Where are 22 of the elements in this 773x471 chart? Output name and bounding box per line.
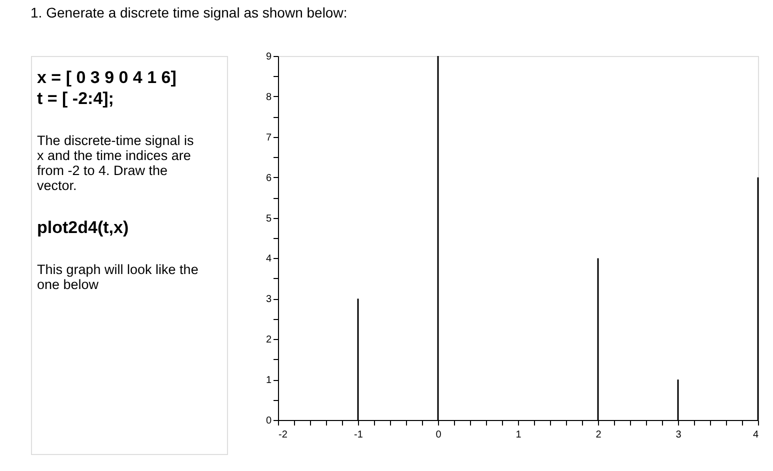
chart-title: 1. Generate a discrete time signal as shown below: (30, 4, 348, 20)
x-tick-label: 2 (596, 430, 602, 440)
text: This graph will look like the one below (37, 262, 198, 292)
y-tick-label: 6 (266, 172, 272, 184)
x-tick-label: -2 (278, 430, 288, 440)
x-tick-label: 0 (436, 430, 442, 440)
x-tick-label: 1 (516, 430, 522, 440)
y-tick-label: 9 (266, 52, 272, 62)
y-tick-label: 8 (266, 92, 272, 103)
y-tick-label: 3 (266, 294, 272, 306)
x-tick-label: -1 (354, 430, 364, 440)
text: plot2d4(t,x) (37, 218, 129, 237)
x-tick-label: 4 (752, 430, 759, 440)
y-tick-label: 4 (266, 254, 272, 265)
y-tick-label: 0 (266, 416, 272, 426)
y-tick-label: 7 (266, 132, 272, 144)
x-tick-label: 3 (676, 430, 682, 440)
y-tick-label: 1 (266, 375, 272, 386)
y-tick-label: 2 (266, 334, 272, 346)
text: The discrete-time signal is x and the time indices are from -2 to 4. Draw the vector. (37, 133, 194, 193)
y-tick-label: 5 (266, 213, 272, 224)
text: x = [ 0 3 9 0 4 1 6] t = [ -2:4]; (37, 68, 176, 108)
